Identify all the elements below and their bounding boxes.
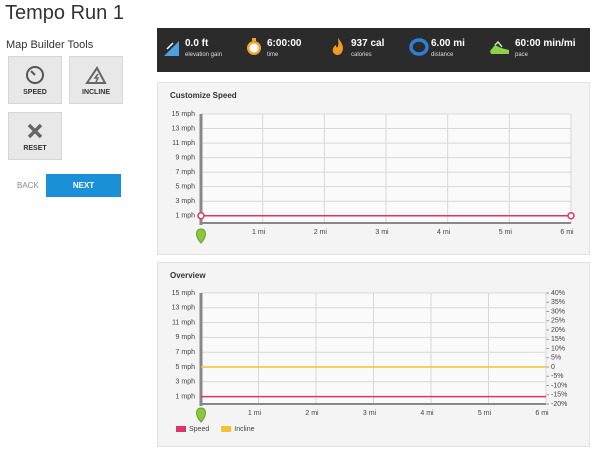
y2-tick-label: 20%	[551, 327, 565, 334]
time-icon	[247, 38, 261, 55]
start-pin	[196, 407, 206, 423]
stat-label: calories	[351, 52, 372, 58]
y2-tick-label: 0	[551, 364, 555, 371]
y2-tick-label: 25%	[551, 318, 565, 325]
elevation-icon	[164, 41, 179, 56]
incline-icon	[85, 66, 107, 84]
x-tick-label: 2 mi	[314, 229, 328, 236]
stat-value: 937 cal	[351, 38, 385, 49]
back-button[interactable]: BACK	[17, 181, 39, 190]
x-tick-label: 1 mi	[252, 229, 266, 236]
point-marker	[197, 211, 205, 220]
y-tick-label: 13 mph	[172, 125, 195, 132]
legend-label: Speed	[189, 426, 209, 433]
tools-heading: Map Builder Tools	[6, 39, 94, 51]
x-tick-label: 3 mi	[363, 410, 377, 417]
x-tick-label: 6 mi	[535, 410, 549, 417]
y2-tick-label: -10%	[551, 382, 567, 389]
y-tick-label: 1 mph	[176, 393, 196, 400]
y-tick-label: 5 mph	[176, 364, 196, 371]
start-pin	[196, 228, 206, 244]
next-button[interactable]: NEXT	[46, 174, 121, 197]
page-title: Tempo Run 1	[5, 2, 124, 24]
incline-button[interactable]: INCLINE	[69, 56, 123, 104]
panel-title: Customize Speed	[170, 91, 237, 100]
y2-tick-label: 30%	[551, 308, 565, 315]
y-tick-label: 15 mph	[172, 111, 195, 118]
y-tick-label: 3 mph	[176, 379, 196, 386]
y-tick-label: 7 mph	[176, 349, 196, 356]
button-label: RESET	[23, 145, 47, 152]
speed-chart: 1 mph 3 mph 5 mph 7 mph 9 mph 11 mph 13 mph 15 …	[172, 111, 575, 244]
pace-icon	[490, 40, 509, 54]
x-tick-label: 5 mi	[499, 229, 513, 236]
button-label: SPEED	[23, 89, 47, 96]
y2-tick-label: 10%	[551, 345, 565, 352]
stat-value: 6.00 mi	[431, 38, 465, 49]
y2-tick-label: 40%	[551, 290, 565, 297]
speed-panel: Customize Speed 1 mph 3 mph 5 mph 7 mph 9 mp…	[157, 82, 590, 255]
y2-tick-label: -5%	[551, 373, 563, 380]
legend-swatch	[221, 426, 232, 432]
stat-label: pace	[515, 52, 529, 58]
stat-label: elevation gain	[185, 52, 223, 58]
y2-tick-label: -15%	[551, 392, 567, 399]
overview-chart: 1 mph 3 mph 5 mph 7 mph 9 mph 11 mph 13 mph 15 …	[172, 290, 568, 433]
stat-value: 0.0 ft	[185, 38, 209, 49]
stat-label: time	[267, 52, 279, 58]
y-tick-label: 11 mph	[172, 319, 195, 326]
button-label: INCLINE	[82, 89, 110, 96]
speed-button[interactable]: SPEED	[8, 56, 62, 104]
x-tick-label: 4 mi	[437, 229, 451, 236]
reset-icon	[27, 123, 43, 139]
x-tick-label: 3 mi	[375, 229, 389, 236]
stat-value: 60:00 min/mi	[515, 38, 576, 49]
y2-tick-label: 5%	[551, 355, 561, 362]
y2-tick-label: -20%	[551, 401, 567, 408]
x-tick-label: 2 mi	[305, 410, 319, 417]
x-tick-label: 1 mi	[248, 410, 262, 417]
overview-panel: Overview 1 mph 3 mph 5 mph 7 mph 9 mph 11 mph…	[157, 262, 590, 447]
legend-label: Incline	[234, 426, 254, 433]
stat-value: 6:00:00	[267, 38, 302, 49]
x-tick-label: 5 mi	[478, 410, 492, 417]
legend-swatch	[176, 426, 186, 432]
y-tick-label: 11 mph	[172, 140, 195, 147]
y-tick-label: 5 mph	[176, 184, 196, 191]
y-tick-label: 1 mph	[176, 213, 196, 220]
y-tick-label: 9 mph	[176, 154, 196, 161]
calories-icon	[332, 38, 343, 55]
reset-button[interactable]: RESET	[8, 112, 62, 160]
distance-icon	[409, 38, 429, 56]
panel-title: Overview	[170, 271, 206, 280]
y-tick-label: 7 mph	[176, 169, 196, 176]
y-tick-label: 13 mph	[172, 305, 195, 312]
stat-label: distance	[431, 52, 454, 58]
y-tick-label: 9 mph	[176, 334, 196, 341]
y2-tick-label: 35%	[551, 299, 565, 306]
speed-icon	[26, 66, 44, 84]
x-tick-label: 6 mi	[560, 229, 574, 236]
y-tick-label: 15 mph	[172, 290, 195, 297]
x-tick-label: 4 mi	[420, 410, 434, 417]
point-marker	[567, 211, 575, 220]
y2-tick-label: 15%	[551, 336, 565, 343]
stats-bar: 0.0 ft elevation gain 6:00:00 time 937 c…	[157, 28, 590, 72]
y-tick-label: 3 mph	[176, 198, 196, 205]
